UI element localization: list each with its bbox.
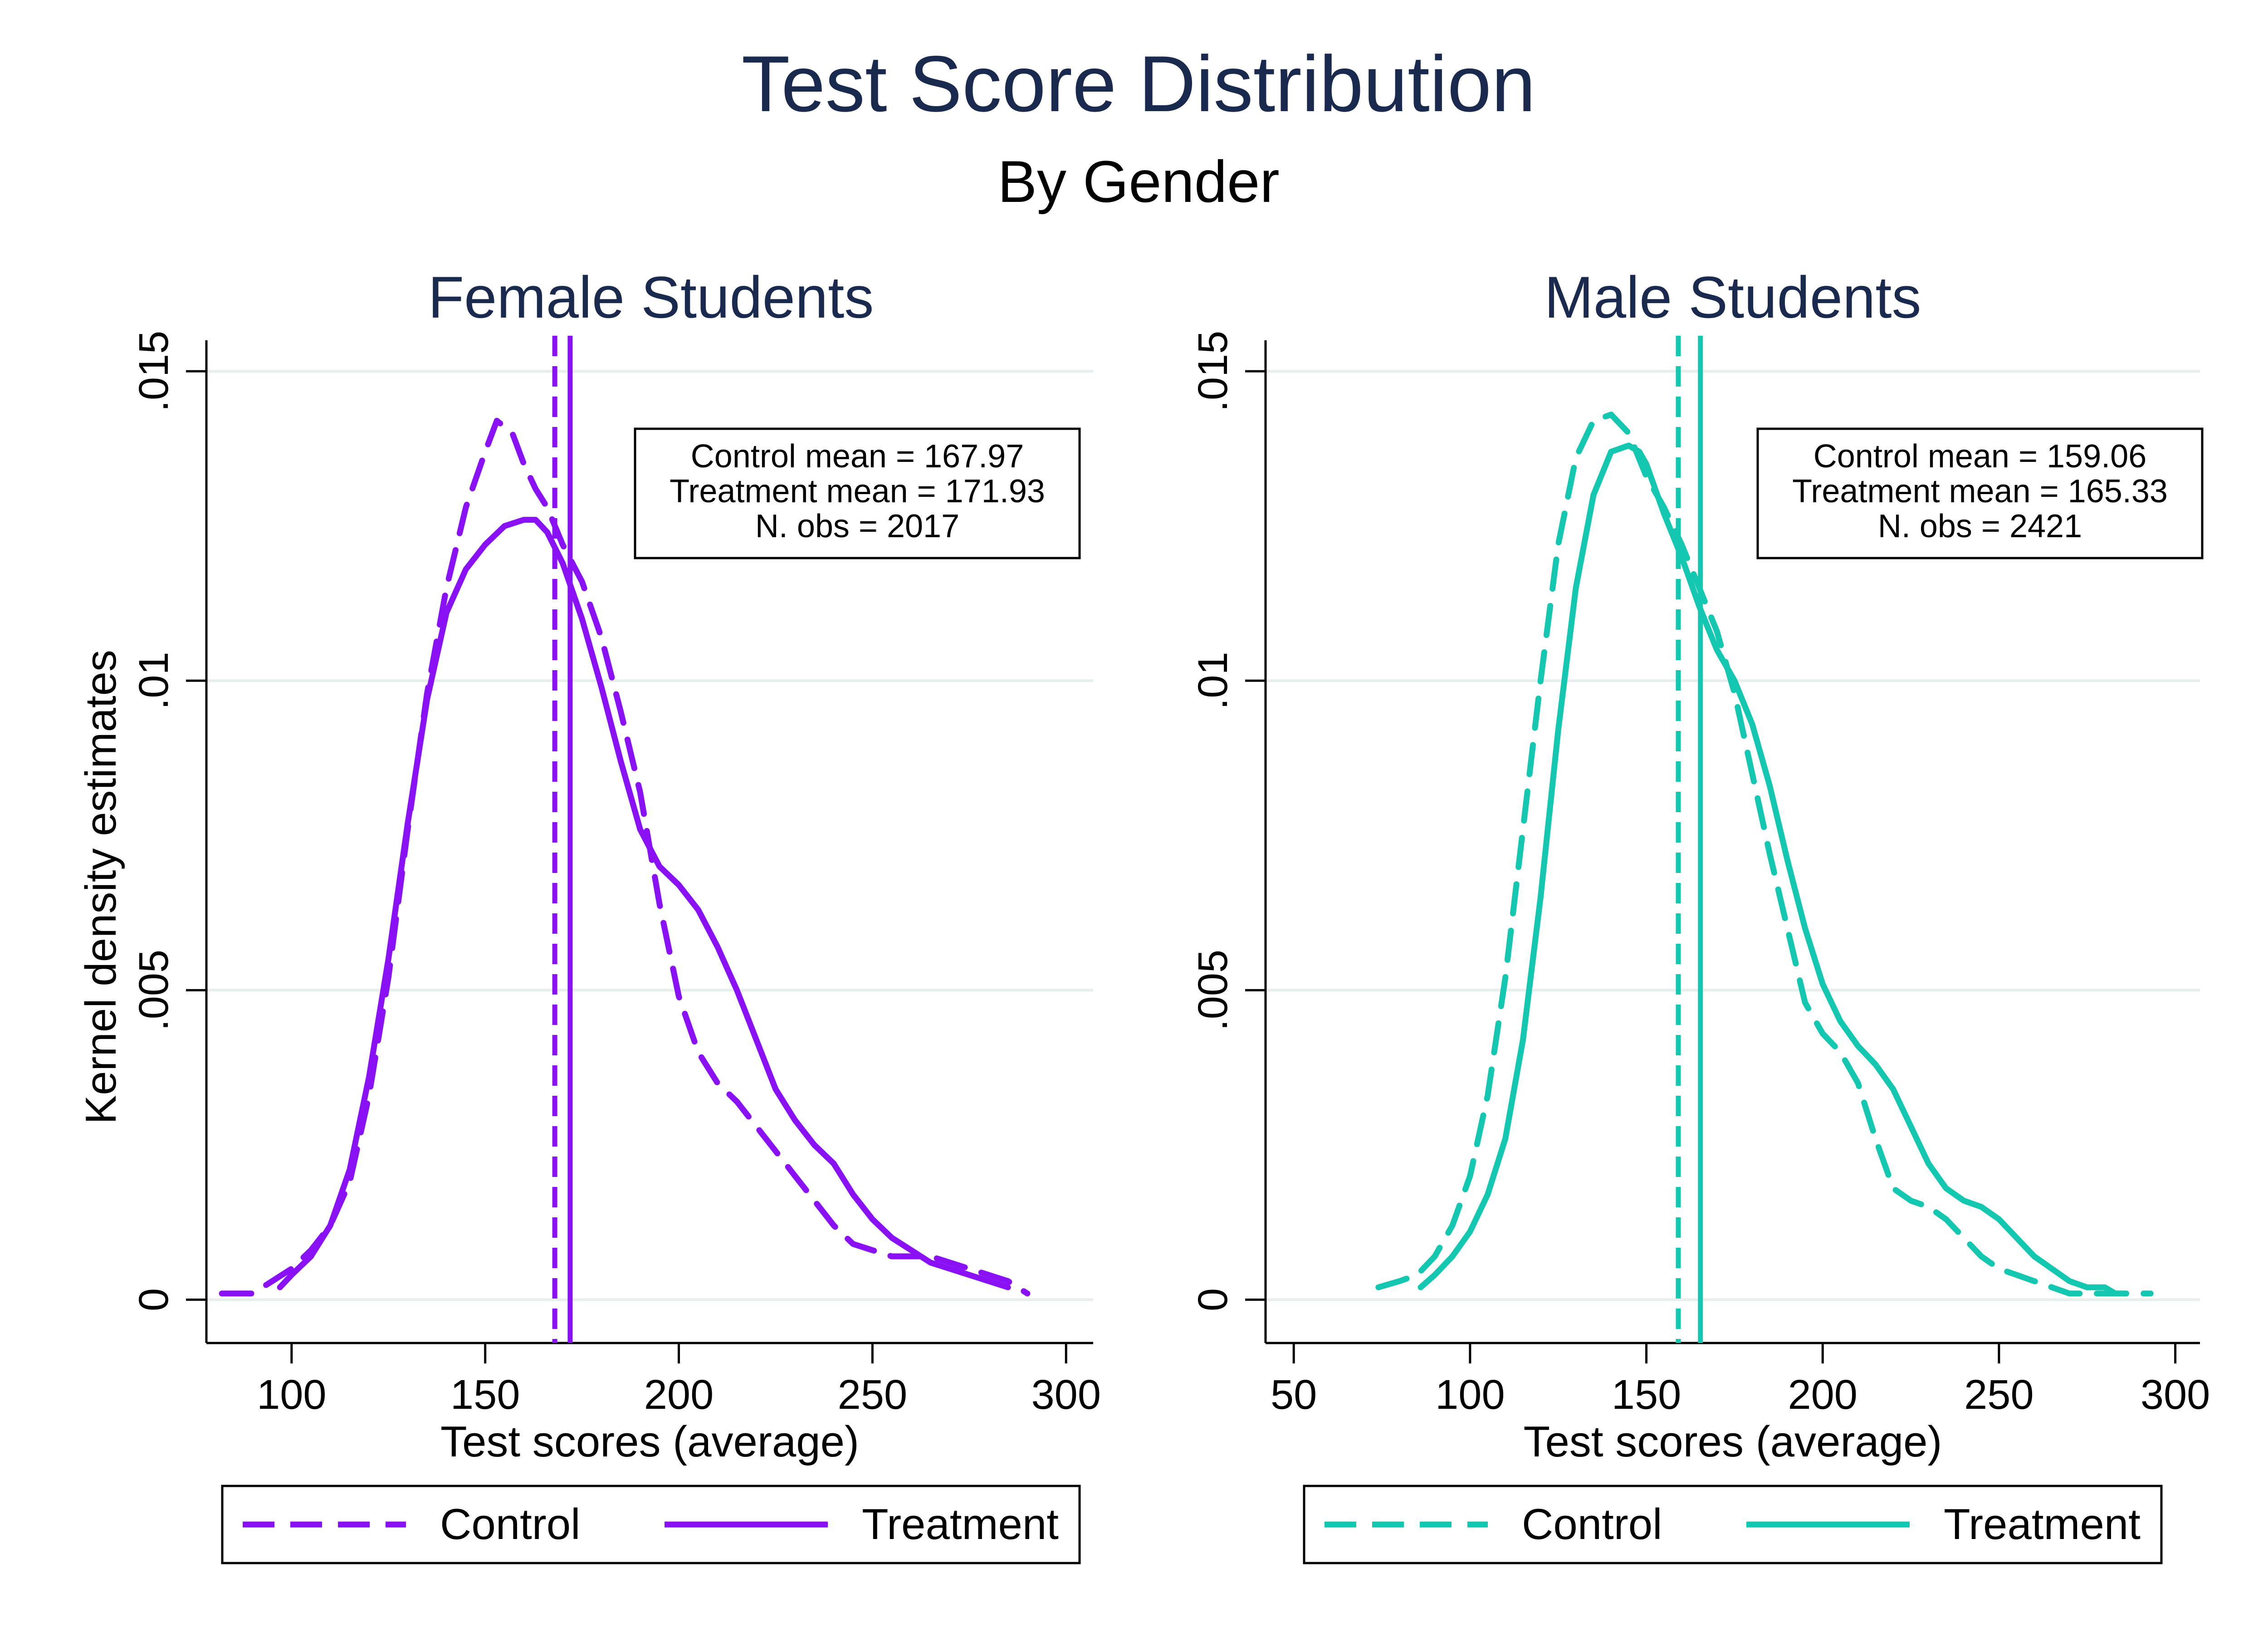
y-tick-label: 0 — [1190, 1288, 1236, 1311]
x-tick-label: 100 — [1435, 1372, 1505, 1418]
y-tick-label: 0 — [131, 1288, 177, 1311]
panel-female: Female Students 0 .005 .01 .015 100 150 200 250 3… — [77, 264, 1101, 1564]
x-tick-label: 100 — [257, 1372, 327, 1418]
annotation-box — [1756, 427, 2204, 559]
annotation-line: Treatment mean = 171.93 — [670, 473, 1045, 510]
x-tick-label: 300 — [1031, 1372, 1101, 1418]
panel-male: Male Students 0 .005 .01 .015 50 100 150 200 250 3… — [1190, 264, 2210, 1564]
x-tick-label: 150 — [450, 1372, 520, 1418]
x-tick-label: 50 — [1271, 1372, 1317, 1418]
y-tick-label: .01 — [131, 652, 177, 710]
legend-label: Control — [440, 1500, 580, 1549]
legend-label: Treatment — [862, 1500, 1059, 1549]
series-line-control — [219, 417, 1031, 1297]
x-tick-label: 250 — [1964, 1372, 2034, 1418]
annotation-box — [634, 427, 1081, 559]
annotation-line: N. obs = 2421 — [1878, 508, 2082, 544]
panel-title: Female Students — [428, 264, 874, 330]
figure-subtitle: By Gender — [997, 148, 1279, 215]
annotation-line: Treatment mean = 165.33 — [1792, 473, 2168, 510]
series-line-treatment — [1418, 442, 2118, 1297]
series-line-treatment — [277, 517, 1011, 1290]
y-tick-label: .01 — [1190, 652, 1236, 710]
y-tick-label: .005 — [131, 950, 177, 1031]
legend-label: Treatment — [1944, 1500, 2141, 1549]
x-tick-label: 200 — [644, 1372, 714, 1418]
y-tick-label: .015 — [131, 331, 177, 412]
annotation-line: Control mean = 159.06 — [1813, 438, 2146, 475]
y-axis-label: Kernel density estimates — [77, 650, 125, 1124]
y-tick-label: .005 — [1190, 950, 1236, 1031]
panel-title: Male Students — [1544, 264, 1921, 330]
y-tick-label: .015 — [1190, 331, 1236, 412]
annotation-line: N. obs = 2017 — [755, 508, 959, 544]
figure-title: Test Score Distribution — [742, 40, 1536, 128]
legend-label: Control — [1522, 1500, 1662, 1549]
x-tick-label: 250 — [838, 1372, 908, 1418]
x-tick-label: 150 — [1612, 1372, 1681, 1418]
x-axis-label: Test scores (average) — [1523, 1417, 1942, 1466]
series-line-control — [1375, 412, 2154, 1297]
x-tick-label: 200 — [1788, 1372, 1857, 1418]
x-axis-label: Test scores (average) — [440, 1417, 859, 1466]
annotation-line: Control mean = 167.97 — [691, 438, 1024, 475]
x-tick-label: 300 — [2141, 1372, 2210, 1418]
